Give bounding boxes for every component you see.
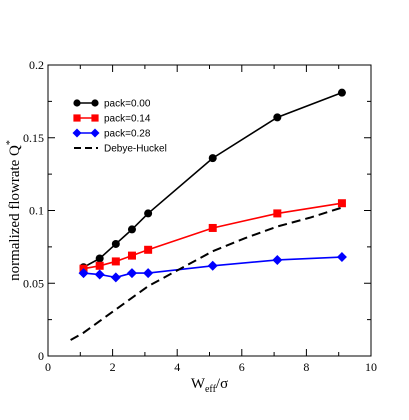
data-point [111, 257, 120, 266]
legend-label: Debye-Huckel [104, 144, 167, 155]
data-point [126, 268, 137, 279]
data-point [207, 260, 218, 271]
data-point [144, 245, 153, 254]
series-1 [79, 199, 346, 273]
y-tick-label: 0.2 [29, 58, 44, 72]
legend-label: pack=0.00 [104, 99, 151, 110]
x-tick-label: 6 [239, 360, 245, 374]
axis-tick-labels: 0 2 4 6 8 10 0 0.05 0.1 0.15 0.2 [23, 58, 377, 374]
data-point [208, 223, 217, 232]
data-point [127, 225, 136, 234]
series-2 [78, 252, 347, 283]
series-layer [70, 88, 347, 341]
legend-label: pack=0.14 [104, 114, 151, 125]
legend-label: pack=0.28 [104, 129, 151, 140]
data-point [95, 261, 104, 270]
data-point [110, 272, 121, 283]
data-point [336, 252, 347, 263]
data-point [95, 254, 104, 263]
x-axis-title-subscript: eff [205, 384, 217, 395]
data-point [94, 269, 105, 280]
data-point [78, 268, 89, 279]
y-tick-label: 0.15 [23, 131, 44, 145]
series-line [70, 206, 343, 341]
data-point [272, 254, 283, 265]
y-axis-title: normalized flowrate Q* [5, 140, 23, 281]
data-point [273, 113, 282, 122]
data-point [208, 154, 217, 163]
x-axis-title: Weff/σ [191, 376, 228, 395]
legend-marker [91, 114, 99, 122]
legend-item: pack=0.00 [73, 99, 151, 110]
legend-marker [90, 128, 100, 138]
legend-item: pack=0.28 [72, 128, 151, 140]
x-tick-label: 4 [174, 360, 180, 374]
series-3 [70, 206, 343, 341]
legend-marker [72, 128, 82, 138]
series-0 [79, 88, 346, 272]
x-tick-label: 0 [45, 360, 51, 374]
legend: pack=0.00 pack=0.14 pack=0.28 Debye-Huckel [72, 99, 167, 155]
legend-marker [73, 114, 81, 122]
y-tick-label: 0.1 [29, 204, 44, 218]
legend-item: pack=0.14 [73, 114, 151, 125]
x-tick-label: 2 [110, 360, 116, 374]
data-point [143, 268, 154, 279]
x-tick-label: 8 [303, 360, 309, 374]
data-point [337, 88, 346, 97]
x-axis-title-main: W [191, 376, 206, 392]
y-tick-label: 0.05 [23, 276, 44, 290]
data-point [337, 199, 346, 208]
legend-item: Debye-Huckel [74, 144, 167, 155]
y-axis-title-main: normalized flowrate Q [7, 145, 23, 281]
plot-frame [47, 64, 372, 357]
x-axis-title-tail: /σ [216, 376, 228, 392]
data-point [111, 239, 120, 248]
legend-marker [91, 99, 99, 107]
legend-marker [73, 99, 81, 107]
y-tick-label: 0 [38, 349, 44, 363]
data-point [127, 251, 136, 260]
data-point [273, 209, 282, 218]
data-point [144, 209, 153, 218]
y-axis-title-superscript: * [5, 140, 16, 145]
x-tick-label: 10 [365, 360, 377, 374]
axis-ticks [47, 64, 372, 357]
